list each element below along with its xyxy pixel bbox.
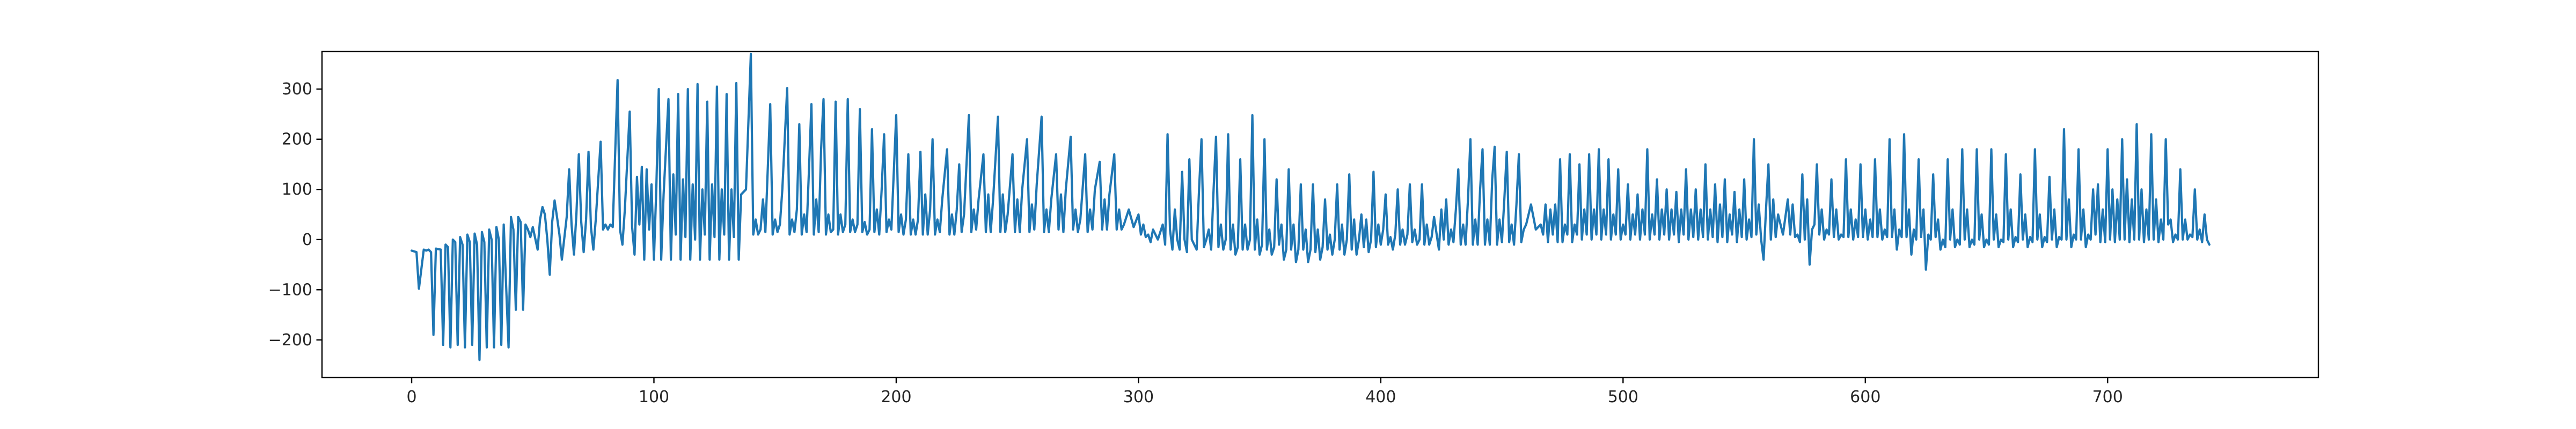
y-tick-label: 300 [282, 80, 312, 99]
y-tick-label: 200 [282, 130, 312, 149]
x-tick-label: 700 [2092, 388, 2123, 406]
y-tick-label: −200 [268, 331, 312, 350]
y-tick-label: 0 [302, 231, 312, 249]
x-tick-label: 500 [1608, 388, 1638, 406]
plot-frame [321, 50, 2319, 379]
x-tick-label: 0 [406, 388, 416, 406]
x-tick-label: 100 [639, 388, 669, 406]
series-line [410, 53, 2211, 361]
y-tick-label: 100 [282, 180, 312, 199]
x-tick-label: 400 [1365, 388, 1396, 406]
y-tick-label: −100 [268, 280, 312, 299]
x-tick-label: 300 [1123, 388, 1154, 406]
x-tick-label: 600 [1850, 388, 1880, 406]
axis-tick-labels: 0 100 200 300 400 500 600 700 −200 −100 0 100 200 300 [268, 80, 2123, 406]
axis-ticks [316, 88, 2109, 383]
x-tick-label: 200 [881, 388, 911, 406]
